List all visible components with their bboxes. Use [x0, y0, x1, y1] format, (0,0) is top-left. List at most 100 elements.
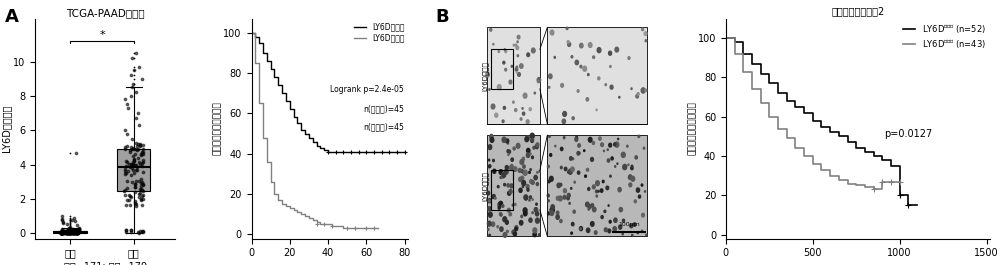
Point: [55, 231, 71, 235]
Point: [61, 231, 77, 235]
Circle shape: [605, 84, 606, 86]
Circle shape: [615, 142, 619, 147]
Circle shape: [613, 227, 616, 231]
Text: A: A: [5, 8, 19, 26]
Point: [71, 229, 87, 233]
Circle shape: [580, 43, 583, 48]
Point: [134, 161, 150, 165]
Circle shape: [537, 78, 541, 82]
Point: [68, 231, 84, 235]
Point: [55, 220, 71, 224]
Circle shape: [531, 139, 533, 142]
Point: [118, 230, 134, 234]
Text: Logrank p=2.4e-05: Logrank p=2.4e-05: [330, 85, 404, 94]
Point: [54, 218, 70, 222]
Circle shape: [524, 211, 527, 216]
Point: [67, 229, 83, 233]
Point: [135, 197, 151, 201]
Point: [117, 147, 133, 151]
Point: [54, 231, 70, 235]
Circle shape: [507, 143, 509, 144]
Circle shape: [531, 138, 534, 141]
Circle shape: [610, 65, 611, 67]
Circle shape: [619, 225, 622, 229]
Circle shape: [636, 94, 639, 98]
Circle shape: [526, 153, 530, 157]
Point: [134, 164, 150, 168]
Circle shape: [492, 195, 495, 198]
Point: [54, 229, 70, 234]
Circle shape: [634, 200, 636, 203]
Text: LY6D高表达: LY6D高表达: [481, 171, 488, 201]
Point: [55, 231, 71, 235]
Circle shape: [502, 137, 506, 142]
Point: [124, 147, 140, 151]
Circle shape: [503, 61, 505, 64]
Circle shape: [517, 55, 519, 57]
Circle shape: [614, 143, 616, 146]
Circle shape: [498, 206, 500, 209]
Circle shape: [586, 98, 589, 101]
Point: [135, 152, 151, 156]
Point: [125, 162, 141, 166]
Point: [121, 162, 137, 166]
Point: [119, 198, 135, 202]
Circle shape: [506, 166, 509, 170]
Point: [126, 171, 142, 175]
Point: [132, 142, 148, 147]
Point: [65, 231, 81, 235]
Point: [64, 228, 80, 232]
Circle shape: [521, 215, 523, 218]
Circle shape: [524, 195, 528, 200]
Point: [65, 226, 81, 231]
Point: [60, 229, 76, 233]
Circle shape: [621, 152, 625, 157]
Circle shape: [615, 47, 619, 52]
Circle shape: [534, 207, 538, 212]
Circle shape: [510, 165, 513, 170]
Point: [60, 227, 76, 232]
Point: [65, 230, 81, 235]
Circle shape: [609, 220, 611, 223]
Point: [59, 229, 75, 234]
Circle shape: [567, 196, 569, 200]
Point: [71, 230, 87, 235]
Point: [66, 231, 82, 235]
Circle shape: [529, 171, 530, 173]
Circle shape: [533, 228, 537, 233]
Circle shape: [522, 157, 525, 160]
Circle shape: [588, 43, 592, 47]
Circle shape: [512, 230, 515, 234]
Circle shape: [550, 30, 554, 35]
Point: [129, 148, 145, 152]
Point: [135, 170, 151, 174]
Circle shape: [614, 218, 617, 222]
Point: [135, 143, 151, 147]
Point: [122, 150, 138, 154]
Point: [58, 231, 74, 235]
Circle shape: [556, 211, 559, 215]
Circle shape: [637, 232, 639, 234]
Point: [68, 151, 84, 155]
Point: [126, 158, 142, 162]
Point: [125, 145, 141, 150]
Circle shape: [487, 221, 491, 226]
Point: [53, 230, 69, 234]
Point: [65, 231, 81, 235]
Point: [132, 187, 148, 191]
Text: 100μm: 100μm: [618, 222, 640, 227]
Circle shape: [497, 85, 501, 90]
X-axis label: 月数: 月数: [324, 264, 336, 265]
Circle shape: [487, 191, 490, 195]
Circle shape: [532, 48, 535, 53]
Circle shape: [535, 211, 539, 216]
Point: [59, 231, 75, 235]
Point: [56, 230, 72, 235]
Point: [70, 227, 86, 231]
Circle shape: [575, 138, 578, 141]
Point: [53, 231, 69, 235]
Point: [122, 165, 138, 169]
Point: [63, 229, 79, 234]
Circle shape: [502, 173, 505, 176]
Circle shape: [645, 89, 647, 92]
